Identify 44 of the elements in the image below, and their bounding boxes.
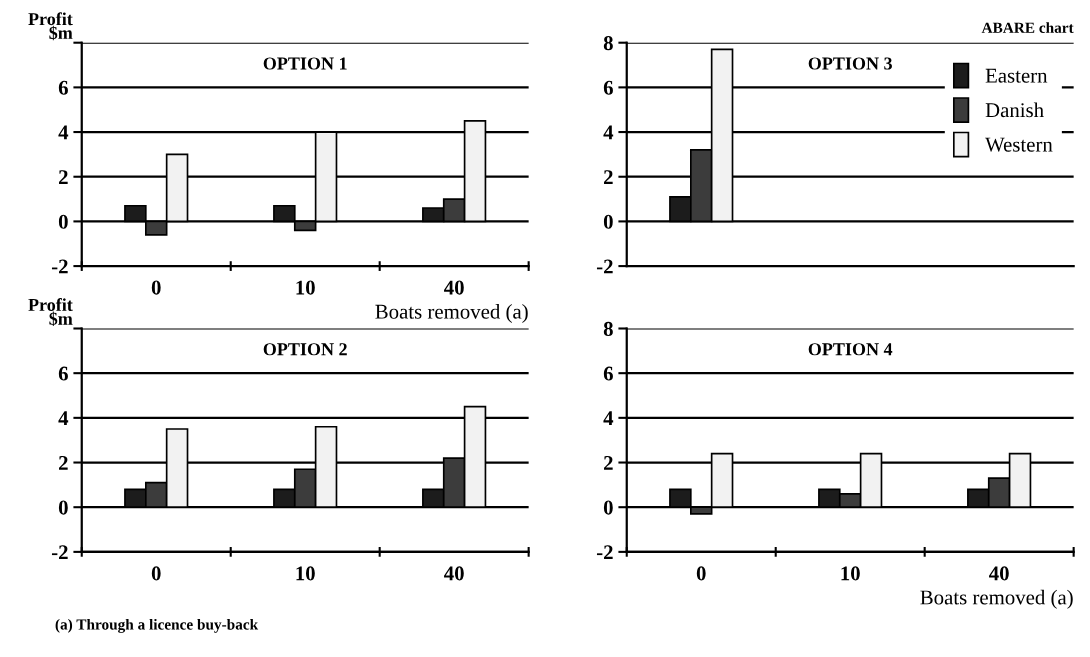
y-tick-label: 0 bbox=[603, 214, 613, 229]
y-tick-label: 4 bbox=[603, 125, 614, 140]
text: OPTION 2 bbox=[263, 343, 347, 356]
text: OPTION 4 bbox=[808, 343, 893, 356]
y-axis-title: Profit $m bbox=[28, 12, 73, 41]
x-axis-title: Boats removed (a) bbox=[920, 589, 1073, 609]
y-tick-label: 6 bbox=[58, 366, 68, 381]
y-tick-label: -2 bbox=[51, 545, 68, 560]
legend-label: Western bbox=[985, 137, 1053, 152]
y-tick-label: 6 bbox=[58, 80, 68, 95]
y-tick-label: 4 bbox=[603, 411, 614, 426]
x-tick-label: 0 bbox=[151, 280, 161, 295]
y-tick-label: 8 bbox=[603, 36, 613, 51]
text: OPTION 3 bbox=[808, 57, 892, 70]
x-tick-label: 10 bbox=[296, 280, 315, 295]
y-tick-label: 6 bbox=[603, 366, 613, 381]
x-tick-label: 40 bbox=[989, 566, 1009, 581]
x-tick-label: 0 bbox=[151, 566, 161, 581]
y-tick-label: 2 bbox=[59, 170, 68, 184]
x-tick-label: 10 bbox=[841, 566, 860, 581]
y-tick-label: 8 bbox=[603, 321, 613, 336]
y-tick-label: 4 bbox=[58, 125, 69, 140]
y-tick-label: 6 bbox=[603, 80, 613, 95]
legend-label: Danish bbox=[985, 102, 1044, 118]
y-axis-title: Profit $m bbox=[28, 298, 73, 327]
y-tick-label: -2 bbox=[596, 545, 613, 560]
y-tick-label: 2 bbox=[59, 455, 68, 470]
x-tick-label: 0 bbox=[696, 566, 706, 581]
y-tick-label: -2 bbox=[51, 259, 68, 274]
y-tick-label: 4 bbox=[58, 411, 69, 426]
y-tick-label: 0 bbox=[58, 214, 68, 229]
x-tick-label: 10 bbox=[296, 566, 315, 581]
legend-label: Eastern bbox=[985, 68, 1048, 83]
y-tick-label: -2 bbox=[596, 259, 613, 274]
x-axis-title: Boats removed (a) bbox=[375, 304, 528, 323]
x-tick-label: 40 bbox=[444, 280, 464, 295]
y-tick-label: 0 bbox=[58, 500, 68, 515]
text: ABARE chart bbox=[981, 22, 1074, 33]
x-tick-label: 40 bbox=[444, 566, 464, 581]
y-tick-label: 2 bbox=[604, 455, 613, 470]
y-tick-label: 0 bbox=[603, 500, 613, 515]
text: (a) Through a licence buy-back bbox=[55, 618, 259, 633]
text: OPTION 1 bbox=[263, 57, 347, 70]
y-tick-label: 2 bbox=[604, 170, 613, 184]
